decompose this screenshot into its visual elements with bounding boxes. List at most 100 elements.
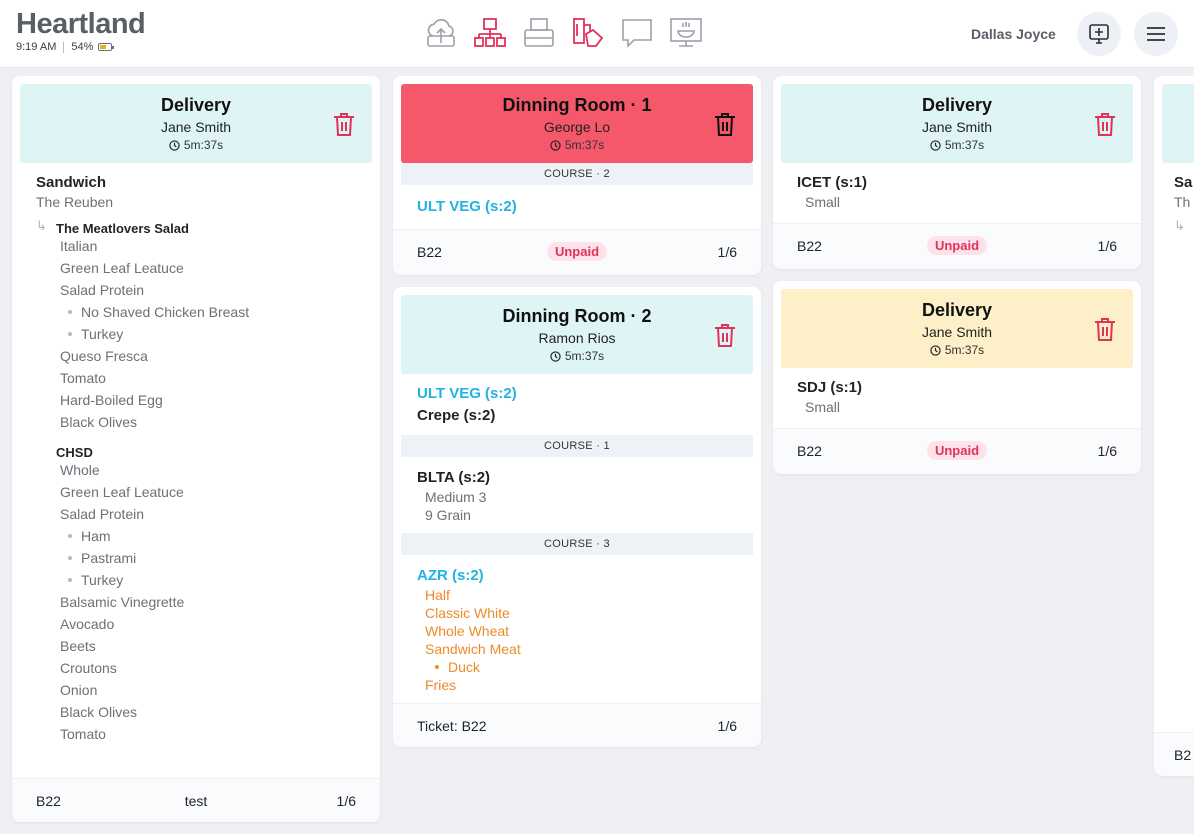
ticket-title: Dinning Room · 1: [502, 95, 652, 115]
ticket-number: B22: [797, 238, 822, 254]
modifier: Avocado: [60, 616, 115, 632]
ticket-card[interactable]: Dinning Room · 2 Ramon Rios 5m:37s ULT V…: [393, 287, 761, 747]
modifier-group: The Meatlovers Salad: [56, 221, 189, 236]
modifier: Half: [425, 587, 450, 603]
ticket-title: Delivery: [921, 95, 993, 115]
ticket-customer: Jane Smith: [160, 119, 232, 135]
trash-icon[interactable]: [1093, 111, 1117, 137]
printer-icon[interactable]: [522, 16, 556, 50]
ticket-number: B22: [797, 443, 822, 459]
brand-logo: Heartland: [16, 8, 146, 40]
clock-icon: [930, 139, 941, 151]
ticket-number: B2: [1174, 747, 1192, 763]
status-divider: [63, 41, 65, 53]
ticket-timer: 5m:37s: [781, 138, 1133, 152]
battery-icon: [98, 43, 115, 51]
modifier: Medium 3: [425, 489, 487, 505]
item-name: SDJ (s:1): [797, 379, 863, 396]
ticket-timer: 5m:37s: [401, 349, 753, 363]
clock: 9:19 AM: [16, 41, 57, 53]
kitchen-display-icon[interactable]: [669, 16, 703, 50]
modifier: Small: [805, 399, 841, 415]
item-name: AZR (s:2): [417, 567, 484, 584]
ticket-timer: 5m:37s: [401, 138, 753, 152]
kitchen-ticket-icon[interactable]: [571, 16, 605, 50]
add-screen-button[interactable]: [1077, 12, 1121, 56]
ticket-card[interactable]: Delivery Jane Smith 5m:37s SDJ (s:1) Sma…: [773, 281, 1141, 474]
ticket-footer: B2: [1154, 732, 1194, 776]
sub-modifier: Duck: [435, 659, 480, 675]
item-name: Sa: [1174, 174, 1193, 191]
ticket-title: Delivery: [921, 300, 993, 320]
bullet-icon: [68, 534, 72, 539]
bullet-icon: [68, 578, 72, 583]
payment-status: Unpaid: [393, 242, 761, 263]
ticket-title: Dinning Room · 2: [502, 306, 652, 326]
modifier: Onion: [60, 682, 98, 698]
item-name: Crepe (s:2): [417, 407, 496, 424]
ticket-count: 1/6: [717, 244, 737, 260]
bullet-icon: [435, 665, 439, 670]
unpaid-badge: Unpaid: [926, 441, 988, 460]
modifier: Salad Protein: [60, 282, 145, 298]
ticket-card[interactable]: Delivery Jane Smith 5m:37s ICET (s:1) Sm…: [773, 76, 1141, 269]
ticket-card[interactable]: Dinning Room · 1 George Lo 5m:37s COURSE…: [393, 76, 761, 275]
ticket-count: 1/6: [1097, 238, 1117, 254]
app-header: Heartland 9:19 AM 54%: [0, 0, 1194, 68]
sub-modifier: Turkey: [68, 572, 123, 588]
ticket-header: [1162, 84, 1194, 163]
modifier: Tomato: [60, 370, 106, 386]
ticket-note: test: [184, 793, 208, 809]
ticket-card-partial[interactable]: Sa Th ↳ B2: [1154, 76, 1194, 776]
ticket-timer: 5m:37s: [781, 343, 1133, 357]
battery-percent: 54%: [71, 41, 94, 53]
clock-icon: [930, 344, 941, 356]
trash-icon[interactable]: [713, 111, 737, 137]
ticket-timer: 5m:37s: [20, 138, 372, 152]
ticket-customer: Ramon Rios: [538, 330, 616, 346]
ticket-footer: Ticket: B22 1/6: [393, 703, 761, 747]
modifier: Green Leaf Leatuce: [60, 484, 184, 500]
trash-icon[interactable]: [332, 111, 356, 137]
ticket-header: Delivery Jane Smith 5m:37s: [781, 84, 1133, 163]
unpaid-badge: Unpaid: [926, 236, 988, 255]
item-subtitle: The Reuben: [36, 194, 114, 210]
modifier: Balsamic Vinegrette: [60, 594, 185, 610]
hamburger-icon: [1147, 27, 1165, 41]
item-name: ULT VEG (s:2): [417, 198, 517, 215]
ticket-footer: B22 test 1/6: [12, 778, 380, 822]
payment-status: Unpaid: [773, 441, 1141, 462]
chat-icon[interactable]: [620, 16, 654, 50]
modifier: Small: [805, 194, 841, 210]
clock-icon: [550, 350, 561, 362]
course-divider: COURSE · 3: [401, 533, 753, 555]
modifier: Queso Fresca: [60, 348, 148, 364]
bullet-icon: [68, 556, 72, 561]
ticket-count: 1/6: [717, 718, 737, 734]
ticket-number: B22: [36, 793, 61, 809]
menu-button[interactable]: [1134, 12, 1178, 56]
user-name[interactable]: Dallas Joyce: [971, 26, 1056, 42]
modifier: Whole Wheat: [425, 623, 510, 639]
modifier: Black Olives: [60, 704, 138, 720]
add-display-icon: [1089, 24, 1109, 44]
clock-icon: [550, 139, 561, 151]
modifier-arrow-icon: ↳: [1174, 218, 1185, 233]
item-name: ULT VEG (s:2): [417, 385, 517, 402]
ticket-customer: Jane Smith: [921, 119, 993, 135]
ticket-count: 1/6: [1097, 443, 1117, 459]
modifier-arrow-icon: ↳: [36, 218, 47, 233]
ticket-customer: George Lo: [543, 119, 611, 135]
sub-modifier: Pastrami: [68, 550, 136, 566]
modifier: 9 Grain: [425, 507, 471, 523]
modifier: Sandwich Meat: [425, 641, 521, 657]
cloud-upload-icon[interactable]: [424, 16, 458, 50]
item-name: BLTA (s:2): [417, 469, 491, 486]
trash-icon[interactable]: [1093, 316, 1117, 342]
trash-icon[interactable]: [713, 322, 737, 348]
network-icon[interactable]: [473, 16, 507, 50]
modifier: Hard-Boiled Egg: [60, 392, 163, 408]
ticket-number: B22: [417, 244, 442, 260]
ticket-card[interactable]: Delivery Jane Smith 5m:37s Sandwich The …: [12, 76, 380, 822]
sub-modifier: Ham: [68, 528, 111, 544]
